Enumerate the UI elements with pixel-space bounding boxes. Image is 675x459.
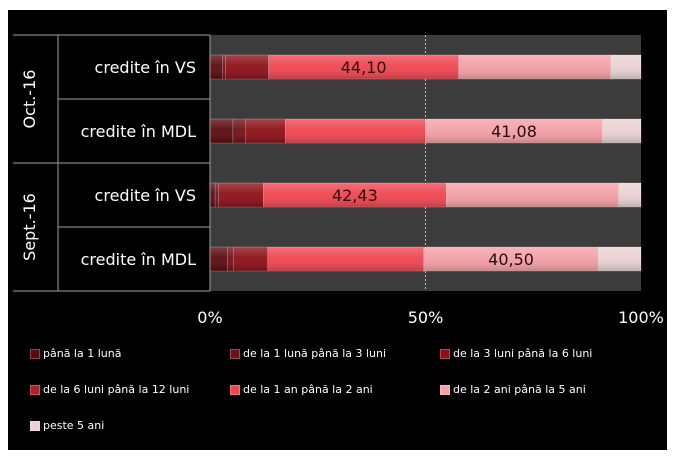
data-label: 44,10 [341,58,387,77]
legend-item: peste 5 ani [30,419,104,432]
legend-label: până la 1 lună [43,347,122,360]
data-label: 41,08 [491,122,537,141]
bar-segment [458,54,612,80]
bar-segment [232,118,247,144]
legend-swatch [440,384,450,395]
bar-segment [267,246,425,272]
bar-segment [232,246,269,272]
legend-label: de la 2 ani până la 5 ani [453,383,586,396]
legend-swatch [30,420,40,431]
legend-label: peste 5 ani [43,419,105,432]
category-label: credite în MDL [81,250,196,269]
legend-swatch [230,384,240,395]
x-tick-label: 0% [197,308,222,327]
legend: până la 1 lună de la 1 lună până la 3 lun… [30,345,670,455]
legend-item: de la 6 luni până la 12 luni [30,383,189,396]
bar-segment [225,54,269,80]
group-label: Oct.-16 [20,70,39,129]
legend-label: de la 1 lună până la 3 luni [243,347,387,360]
legend-item: până la 1 lună [30,347,121,360]
legend-label: de la 1 an până la 2 ani [243,383,373,396]
legend-label: de la 6 luni până la 12 luni [43,383,190,396]
legend-item: de la 1 lună până la 3 luni [230,347,386,360]
bar-segment [610,54,642,80]
bar-segment [209,182,216,208]
bar-segment [598,246,642,272]
chart-frame: 44,10 41,08 42,43 40,50 credite în VS credit… [8,10,667,450]
bar-segment [602,118,642,144]
bar-segment [209,54,223,80]
bar-segment [285,118,426,144]
legend-swatch [230,348,240,359]
legend-swatch [30,348,40,359]
bar-segment [227,246,234,272]
bar-segment [214,182,219,208]
data-label: 40,50 [488,250,534,269]
bar-segment [209,246,228,272]
group-label: Sept.-16 [20,193,39,261]
data-label: 42,43 [332,186,378,205]
bar-segment [222,54,226,80]
x-tick-label: 100% [618,308,664,327]
bar-segment [618,182,642,208]
category-label: credite în VS [95,186,196,205]
bar-segment [209,118,234,144]
legend-label: de la 3 luni până la 6 luni [453,347,593,360]
legend-swatch [30,384,40,395]
category-label: credite în VS [95,58,196,77]
bar-segment [446,182,620,208]
bar-segment [245,118,286,144]
legend-item: de la 2 ani până la 5 ani [440,383,586,396]
category-label: credite în MDL [81,122,196,141]
legend-swatch [440,348,450,359]
legend-item: de la 1 an până la 2 ani [230,383,373,396]
x-tick-label: 50% [408,308,444,327]
legend-item: de la 3 luni până la 6 luni [440,347,592,360]
bar-segment [218,182,264,208]
